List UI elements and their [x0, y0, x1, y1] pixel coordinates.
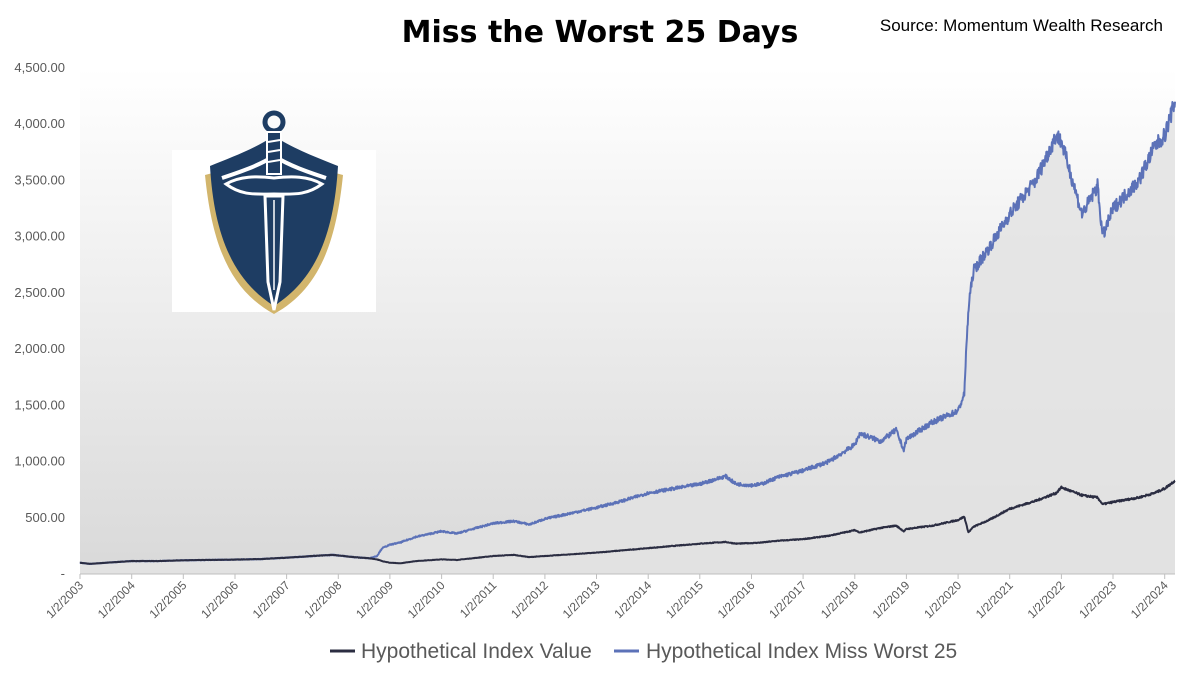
- y-tick-label: 4,500.00: [14, 60, 65, 75]
- x-tick-label: 1/2/2010: [405, 578, 448, 621]
- series-line-index-value: [79, 479, 1176, 565]
- x-tick-label: 1/2/2019: [870, 578, 913, 621]
- x-tick-label: 1/2/2020: [921, 578, 964, 621]
- x-tick-label: 1/2/2011: [457, 578, 500, 621]
- x-tick-label: 1/2/2018: [818, 578, 861, 621]
- x-tick-label: 1/2/2017: [766, 578, 809, 621]
- sword-grip-wrap-3: [267, 159, 281, 163]
- y-tick-label: 3,000.00: [14, 229, 65, 244]
- x-tick-label: 1/2/2006: [198, 578, 241, 621]
- logo: [172, 110, 376, 314]
- series-layer: [79, 101, 1176, 565]
- x-tick-label: 1/2/2023: [1076, 578, 1119, 621]
- x-tick-label: 1/2/2007: [250, 578, 293, 621]
- y-tick-label: 1,000.00: [14, 454, 65, 469]
- y-tick-label: 500.00: [25, 510, 65, 525]
- sword-crossguard: [223, 175, 325, 196]
- x-tick-label: 1/2/2022: [1025, 578, 1068, 621]
- sword-grip-wrap-2: [267, 149, 281, 153]
- x-tick-label: 1/2/2016: [715, 578, 758, 621]
- x-tick-label: 1/2/2024: [1128, 578, 1171, 621]
- legend-label-miss-worst-25: Hypothetical Index Miss Worst 25: [646, 640, 957, 663]
- legend: Hypothetical Index Value Hypothetical In…: [330, 640, 957, 663]
- area-fill-miss-worst-25: [80, 101, 1175, 574]
- x-tick-label: 1/2/2021: [973, 578, 1016, 621]
- y-tick-label: 2,500.00: [14, 285, 65, 300]
- x-tick-label: 1/2/2008: [301, 578, 344, 621]
- source-note: Source: Momentum Wealth Research: [880, 16, 1163, 35]
- y-tick-label: -: [61, 566, 65, 581]
- y-tick-label: 2,000.00: [14, 341, 65, 356]
- chart-title: Miss the Worst 25 Days: [402, 15, 799, 50]
- y-tick-label: 1,500.00: [14, 397, 65, 412]
- x-tick-label: 1/2/2003: [43, 578, 86, 621]
- y-tick-label: 4,000.00: [14, 116, 65, 131]
- x-tick-label: 1/2/2004: [95, 578, 138, 621]
- area-layer: [80, 101, 1175, 574]
- shield-gold-trim: [205, 168, 343, 314]
- sword-grip-wrap-1: [267, 139, 281, 143]
- x-tick-label: 1/2/2015: [663, 578, 706, 621]
- legend-label-index-value: Hypothetical Index Value: [361, 640, 592, 663]
- x-tick-label: 1/2/2012: [508, 578, 551, 621]
- x-tick-label: 1/2/2013: [560, 578, 603, 621]
- x-tick-label: 1/2/2005: [146, 578, 189, 621]
- x-tick-label: 1/2/2014: [611, 578, 654, 621]
- x-tick-label: 1/2/2009: [353, 578, 396, 621]
- sword-grip: [266, 131, 282, 175]
- x-axis: 1/2/2003 1/2/2004 1/2/2005 1/2/2006 1/2/2007…: [43, 574, 1171, 621]
- y-tick-label: 3,500.00: [14, 172, 65, 187]
- y-axis: - 500.00 1,000.00 1,500.00 2,000.00 2,500.00 3…: [14, 60, 65, 581]
